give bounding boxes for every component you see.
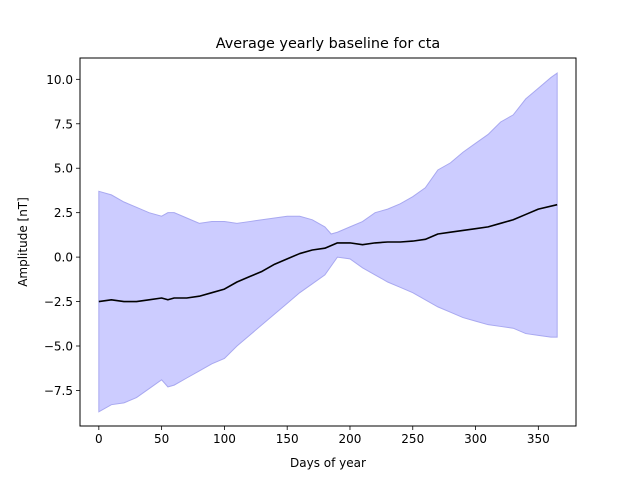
x-axis: 0 50 100 150 200 250 300 350 xyxy=(95,426,550,446)
y-tick-label: 5.0 xyxy=(54,162,73,176)
y-tick-label: 2.5 xyxy=(54,206,73,220)
mean-line xyxy=(98,203,558,303)
x-tick-label: 0 xyxy=(95,432,103,446)
chart-title: Average yearly baseline for cta xyxy=(216,36,440,52)
plot-area xyxy=(98,72,558,413)
x-tick-label: 150 xyxy=(276,432,299,446)
y-tick-label: −7.5 xyxy=(44,384,73,398)
y-tick-label: −5.0 xyxy=(44,340,73,354)
y-tick-label: 10.0 xyxy=(46,73,73,87)
axes-frame xyxy=(79,57,577,427)
y-tick-label: 7.5 xyxy=(54,117,73,131)
y-axis-label: Amplitude [nT] xyxy=(16,197,30,287)
x-tick-label: 50 xyxy=(154,432,169,446)
x-tick-label: 200 xyxy=(339,432,362,446)
x-axis-label: Days of year xyxy=(290,456,366,470)
y-axis: −7.5 −5.0 −2.5 0.0 2.5 5.0 7.5 10.0 xyxy=(44,73,80,398)
x-tick-label: 300 xyxy=(464,432,487,446)
x-tick-label: 350 xyxy=(527,432,550,446)
y-tick-label: 0.0 xyxy=(54,251,73,265)
y-tick-label: −2.5 xyxy=(44,295,73,309)
x-tick-label: 100 xyxy=(213,432,236,446)
x-tick-label: 250 xyxy=(401,432,424,446)
